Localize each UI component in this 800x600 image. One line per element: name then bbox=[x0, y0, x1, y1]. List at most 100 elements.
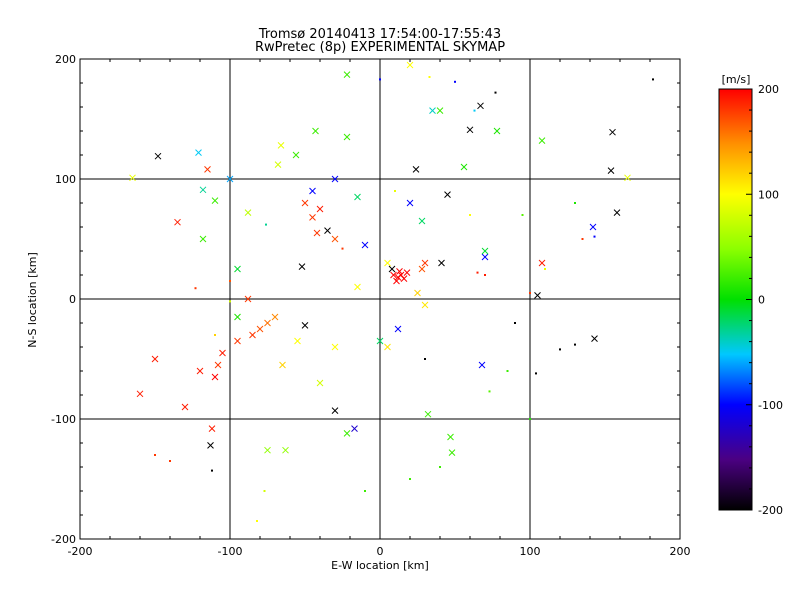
data-point-cross bbox=[406, 61, 414, 69]
data-point-dot bbox=[424, 358, 426, 360]
data-point-cross bbox=[448, 449, 456, 456]
data-point-cross bbox=[421, 301, 429, 309]
data-point-cross bbox=[444, 191, 451, 198]
data-point-cross bbox=[301, 322, 309, 329]
data-point-cross bbox=[136, 390, 144, 398]
data-point-dot bbox=[559, 348, 561, 351]
data-point-cross bbox=[316, 379, 324, 387]
data-point-cross bbox=[181, 403, 189, 411]
data-point-cross bbox=[309, 214, 316, 221]
data-points bbox=[129, 61, 654, 522]
data-point-cross bbox=[609, 128, 616, 136]
data-point-cross bbox=[277, 142, 285, 149]
data-point-cross bbox=[493, 127, 501, 135]
data-point-cross bbox=[351, 425, 358, 432]
data-point-dot bbox=[454, 80, 456, 83]
data-point-cross bbox=[279, 361, 286, 369]
data-point-cross bbox=[343, 430, 351, 437]
data-point-cross bbox=[478, 361, 486, 369]
data-point-cross bbox=[418, 217, 426, 225]
data-point-cross bbox=[309, 187, 316, 195]
data-point-dot bbox=[154, 454, 156, 456]
data-point-cross bbox=[343, 133, 351, 141]
data-point-cross bbox=[384, 343, 391, 351]
data-point-cross bbox=[354, 283, 361, 291]
data-point-cross bbox=[481, 247, 489, 255]
data-point-cross bbox=[390, 271, 397, 279]
y-axis-label: N-S location [km] bbox=[26, 252, 39, 348]
data-point-cross bbox=[343, 71, 351, 78]
data-point-dot bbox=[194, 287, 197, 290]
data-point-dot bbox=[263, 490, 266, 492]
colorbar-tick-label: 200 bbox=[758, 83, 779, 96]
data-point-dot bbox=[409, 478, 411, 480]
data-point-dot bbox=[514, 322, 516, 324]
data-point-dot bbox=[469, 214, 471, 216]
colorbar-tick-label: 100 bbox=[758, 188, 779, 201]
data-point-dot bbox=[473, 109, 476, 112]
data-point-cross bbox=[421, 259, 429, 267]
data-point-cross bbox=[199, 186, 207, 194]
data-point-cross bbox=[313, 229, 321, 237]
x-tick-label: -200 bbox=[68, 545, 93, 558]
data-point-cross bbox=[271, 313, 279, 321]
data-point-dot bbox=[394, 190, 396, 192]
data-point-cross bbox=[624, 174, 631, 182]
x-axis-label: E-W location [km] bbox=[331, 559, 429, 572]
data-point-cross bbox=[204, 166, 211, 173]
data-point-cross bbox=[331, 175, 339, 183]
data-point-cross bbox=[256, 325, 264, 333]
data-point-cross bbox=[249, 331, 256, 339]
data-point-cross bbox=[244, 295, 252, 303]
y-tick-label: -100 bbox=[51, 413, 76, 426]
data-point-cross bbox=[400, 275, 408, 282]
data-point-dot bbox=[593, 235, 596, 238]
data-point-cross bbox=[388, 265, 396, 273]
data-point-cross bbox=[151, 355, 159, 363]
data-point-cross bbox=[406, 199, 414, 207]
chart-subtitle: RwPretec (8p) EXPERIMENTAL SKYMAP bbox=[255, 40, 505, 55]
data-point-dot bbox=[544, 268, 546, 270]
data-point-dot bbox=[211, 469, 213, 472]
data-point-cross bbox=[234, 265, 241, 273]
data-point-cross bbox=[436, 107, 444, 114]
data-point-dot bbox=[488, 390, 491, 393]
data-point-dot bbox=[214, 334, 216, 336]
data-point-cross bbox=[196, 367, 204, 375]
data-point-dot bbox=[169, 460, 171, 462]
data-point-dot bbox=[265, 223, 267, 226]
data-point-cross bbox=[199, 235, 207, 243]
data-point-dot bbox=[494, 91, 497, 94]
data-point-cross bbox=[376, 337, 384, 345]
grid-lines bbox=[80, 59, 680, 539]
data-point-cross bbox=[219, 349, 226, 357]
data-point-dot bbox=[229, 280, 231, 282]
data-point-cross bbox=[129, 174, 136, 182]
data-point-cross bbox=[298, 263, 306, 270]
chart-title: Tromsø 20140413 17:54:00-17:55:43 bbox=[258, 27, 501, 42]
data-point-cross bbox=[211, 197, 219, 204]
data-point-cross bbox=[195, 149, 202, 156]
y-axis: -200 -100 0 100 200 bbox=[51, 53, 680, 546]
data-point-cross bbox=[538, 259, 546, 267]
data-point-cross bbox=[331, 407, 339, 414]
data-point-cross bbox=[294, 337, 301, 345]
data-point-cross bbox=[418, 265, 426, 273]
data-point-cross bbox=[234, 313, 241, 321]
data-point-cross bbox=[589, 223, 597, 231]
data-point-cross bbox=[414, 289, 421, 297]
data-point-cross bbox=[393, 277, 400, 285]
data-point-dot bbox=[341, 247, 344, 250]
data-point-cross bbox=[429, 107, 436, 114]
data-point-cross bbox=[438, 259, 445, 267]
colorbar-tick-label: -100 bbox=[758, 399, 783, 412]
data-point-cross bbox=[324, 227, 331, 234]
data-point-cross bbox=[331, 343, 339, 351]
data-point-cross bbox=[361, 241, 369, 249]
y-tick-label: 200 bbox=[55, 53, 76, 66]
colorbar-tick-label: 0 bbox=[758, 294, 765, 307]
data-point-cross bbox=[234, 337, 241, 345]
data-point-dot bbox=[256, 520, 258, 522]
data-point-dot bbox=[574, 202, 576, 204]
